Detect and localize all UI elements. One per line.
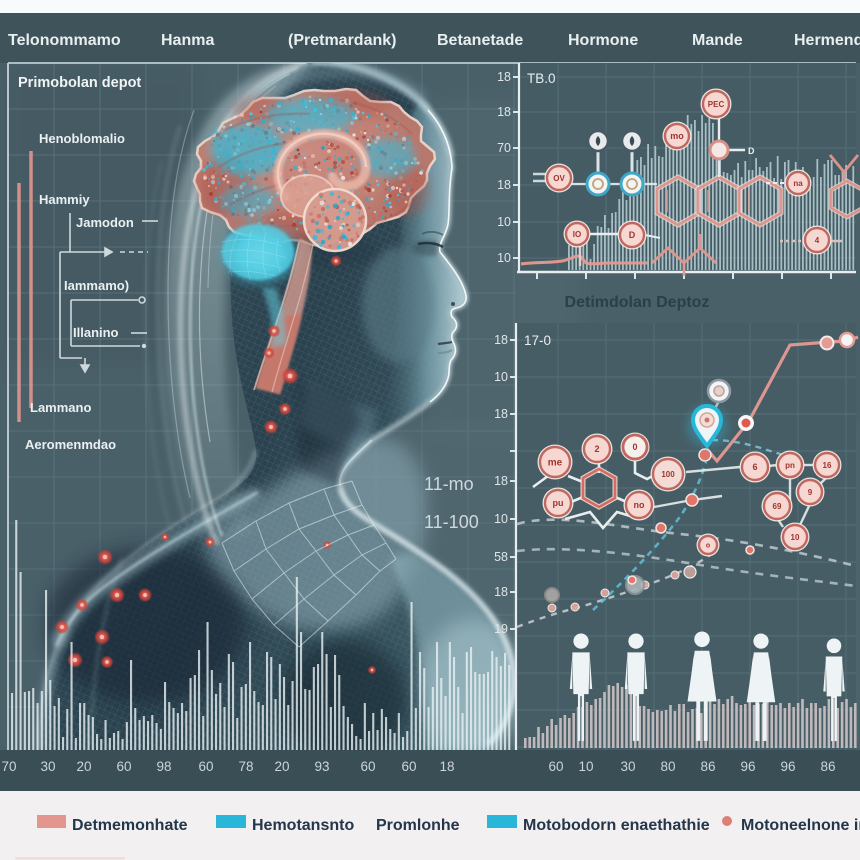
svg-text:Iammamo): Iammamo)	[64, 278, 129, 293]
svg-text:20: 20	[274, 759, 289, 774]
svg-text:Promlonhe: Promlonhe	[376, 817, 460, 834]
svg-text:IO: IO	[573, 230, 581, 239]
svg-text:Detmemonhate: Detmemonhate	[72, 817, 188, 834]
svg-text:9: 9	[808, 488, 813, 497]
svg-text:93: 93	[314, 759, 329, 774]
svg-text:11-100: 11-100	[424, 512, 479, 532]
svg-text:D: D	[748, 146, 755, 156]
svg-text:no: no	[634, 500, 645, 510]
svg-text:mo: mo	[670, 131, 684, 141]
svg-text:60: 60	[198, 759, 213, 774]
svg-text:Telonommamo: Telonommamo	[8, 32, 121, 49]
svg-text:69: 69	[773, 502, 782, 511]
svg-text:80: 80	[660, 759, 675, 774]
svg-text:18: 18	[439, 759, 454, 774]
svg-text:D: D	[629, 230, 636, 240]
svg-text:18: 18	[494, 585, 508, 599]
svg-text:OV: OV	[553, 174, 565, 183]
svg-text:18: 18	[494, 407, 508, 421]
svg-text:18: 18	[497, 105, 511, 119]
svg-text:na: na	[793, 179, 803, 188]
svg-text:70: 70	[497, 141, 511, 155]
svg-text:Motoneelnone in: Motoneelnone in	[741, 817, 860, 834]
svg-text:10: 10	[494, 512, 508, 526]
svg-text:pn: pn	[785, 461, 795, 470]
svg-text:TB.0: TB.0	[527, 71, 556, 86]
svg-text:20: 20	[76, 759, 91, 774]
svg-text:60: 60	[401, 759, 416, 774]
svg-text:70: 70	[1, 759, 16, 774]
svg-text:60: 60	[116, 759, 131, 774]
svg-text:Jamodon: Jamodon	[76, 215, 134, 230]
svg-text:60: 60	[360, 759, 375, 774]
svg-text:11-mo: 11-mo	[424, 474, 474, 494]
svg-text:Mande: Mande	[692, 32, 743, 49]
svg-text:PEC: PEC	[708, 100, 725, 109]
svg-text:96: 96	[740, 759, 755, 774]
svg-text:19: 19	[494, 622, 508, 636]
svg-text:Hermend: Hermend	[794, 32, 860, 49]
svg-text:me: me	[548, 458, 563, 469]
svg-text:17-0: 17-0	[524, 333, 551, 348]
svg-text:18: 18	[497, 70, 511, 84]
svg-text:18: 18	[494, 474, 508, 488]
svg-text:Aeromenmdao: Aeromenmdao	[25, 437, 116, 452]
svg-text:86: 86	[700, 759, 715, 774]
svg-text:Betanetade: Betanetade	[437, 32, 523, 49]
svg-text:10: 10	[578, 759, 593, 774]
svg-text:o: o	[706, 543, 710, 550]
svg-text:10: 10	[791, 533, 800, 542]
svg-text:Illanino: Illanino	[73, 325, 119, 340]
svg-text:30: 30	[40, 759, 55, 774]
svg-text:0: 0	[632, 442, 637, 452]
svg-text:78: 78	[238, 759, 253, 774]
svg-text:86: 86	[820, 759, 835, 774]
svg-text:pu: pu	[553, 498, 564, 508]
svg-text:Primobolan depot: Primobolan depot	[18, 75, 141, 91]
svg-text:(Pretmardank): (Pretmardank)	[288, 32, 396, 49]
svg-text:10: 10	[497, 251, 511, 265]
svg-text:100: 100	[661, 470, 675, 479]
svg-text:Motobodorn enaethathie: Motobodorn enaethathie	[523, 817, 710, 834]
svg-text:30: 30	[620, 759, 635, 774]
svg-text:4: 4	[815, 236, 820, 245]
svg-text:Henoblomalio: Henoblomalio	[39, 131, 125, 146]
svg-text:6: 6	[752, 462, 757, 472]
svg-text:Hormone: Hormone	[568, 32, 638, 49]
svg-text:Hammiy: Hammiy	[39, 192, 90, 207]
svg-text:2: 2	[594, 444, 599, 454]
svg-text:60: 60	[548, 759, 563, 774]
svg-text:10: 10	[497, 215, 511, 229]
svg-text:10: 10	[494, 370, 508, 384]
svg-text:Lammano: Lammano	[30, 400, 91, 415]
svg-text:Hemotansnto: Hemotansnto	[252, 817, 354, 834]
svg-text:58: 58	[494, 550, 508, 564]
svg-text:16: 16	[823, 461, 832, 470]
svg-text:18: 18	[497, 178, 511, 192]
svg-text:96: 96	[780, 759, 795, 774]
svg-text:98: 98	[156, 759, 171, 774]
svg-text:Detimdolan Deptoz: Detimdolan Deptoz	[565, 294, 710, 311]
svg-text:Hanma: Hanma	[161, 32, 214, 49]
svg-text:18: 18	[494, 333, 508, 347]
